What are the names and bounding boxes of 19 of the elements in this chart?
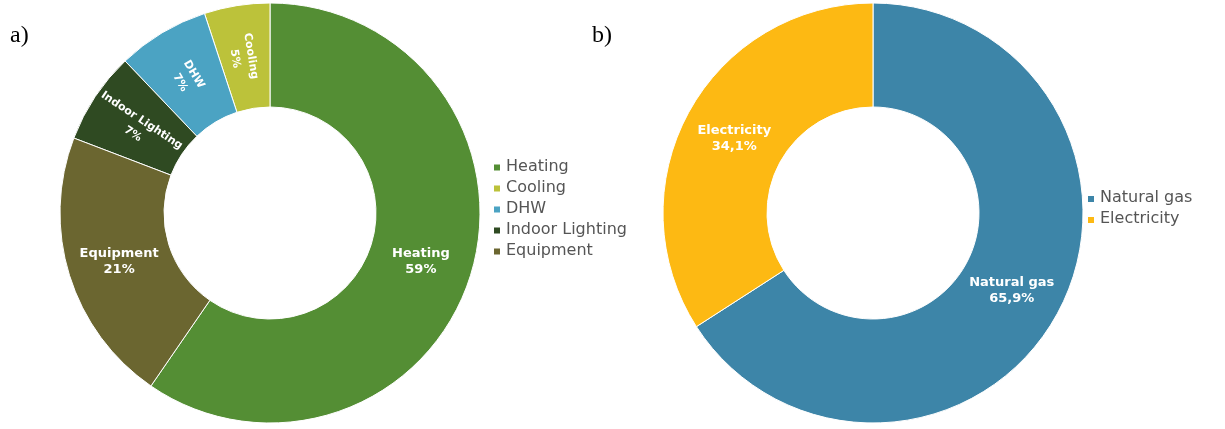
legend-label: Equipment (506, 239, 593, 259)
legend-label: Electricity (1100, 208, 1180, 227)
data-label: 65,9% (989, 289, 1035, 305)
data-label: 21% (103, 260, 135, 276)
legend-label: Heating (506, 155, 569, 175)
text: a) (10, 21, 29, 47)
legend-label: Natural gas (1100, 187, 1193, 206)
legend-label: Cooling (506, 176, 566, 196)
slice-label: Heating (392, 244, 450, 260)
legend-label: DHW (506, 197, 547, 217)
data-label: 34,1% (711, 138, 757, 154)
slice-label: Electricity (697, 122, 772, 138)
legend-label: Indoor Lighting (506, 218, 627, 238)
text: b) (592, 21, 612, 47)
slice-label: Equipment (79, 244, 159, 260)
data-label: 5% (227, 48, 244, 69)
slice-label: Cooling (241, 32, 262, 80)
slice-label: Natural gas (969, 273, 1055, 289)
data-label: 59% (405, 260, 437, 276)
